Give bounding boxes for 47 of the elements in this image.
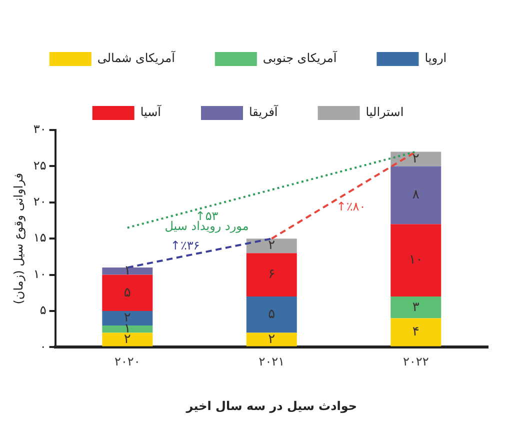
legend-label: آمریکای جنوبی xyxy=(262,50,338,66)
x-tick-label: ۲۰۲۱ xyxy=(258,354,285,369)
bar xyxy=(390,224,442,297)
bar xyxy=(246,253,297,297)
bar xyxy=(390,166,442,224)
bar xyxy=(102,332,153,346)
x-axis-title: حوادث سیل در سه سال اخیر xyxy=(185,398,358,413)
y-tick-label: ۱۵ xyxy=(33,230,46,245)
data-label: ۱ xyxy=(124,264,131,279)
legend-label: آسیا xyxy=(140,104,162,120)
data-label: ۱۰ xyxy=(408,252,423,268)
data-label: ۸ xyxy=(412,188,420,203)
bar xyxy=(246,296,297,333)
annotation: ↑٪۳۶ xyxy=(170,238,200,253)
data-label: ۲ xyxy=(268,332,276,347)
data-label: ۴ xyxy=(412,324,420,340)
y-tick-label: ۲۵ xyxy=(33,158,46,172)
data-label: ۲ xyxy=(124,332,131,347)
bar xyxy=(102,325,153,333)
data-label: ۲ xyxy=(412,151,420,166)
bar xyxy=(102,311,153,326)
bar xyxy=(246,238,297,254)
data-label: ۲ xyxy=(124,310,131,326)
legend-label: آمریکای شمالی xyxy=(97,50,176,66)
y-tick-label: ۲۰ xyxy=(33,194,46,209)
legend-label: آفریقا xyxy=(249,104,278,120)
bar xyxy=(102,268,153,275)
y-tick-label: ۳۰ xyxy=(33,122,46,136)
y-tick-label: ۱۰ xyxy=(33,266,46,281)
x-tick-label: ۲۰۲۲ xyxy=(402,354,429,369)
data-label: ۳ xyxy=(412,300,420,315)
data-label: ۵ xyxy=(124,285,131,300)
annotation: ↑٪۸۰ xyxy=(336,200,366,214)
bar xyxy=(390,318,442,346)
legend-label: اروپا xyxy=(424,51,447,66)
y-axis-title: فراوانی وقوع سیل (زمان) xyxy=(11,172,26,304)
data-label: ۲ xyxy=(268,238,276,254)
bar xyxy=(102,274,153,311)
bar xyxy=(246,332,297,346)
bar xyxy=(390,296,442,318)
y-tick-label: ۵ xyxy=(40,303,46,318)
data-label: ۵ xyxy=(268,306,276,322)
bar xyxy=(390,152,442,166)
data-label: ۶ xyxy=(268,267,276,282)
y-tick-label: ۰ xyxy=(40,339,46,354)
x-tick-label: ۲۰۲۰ xyxy=(114,354,140,369)
legend-label: استرالیا xyxy=(366,105,404,120)
